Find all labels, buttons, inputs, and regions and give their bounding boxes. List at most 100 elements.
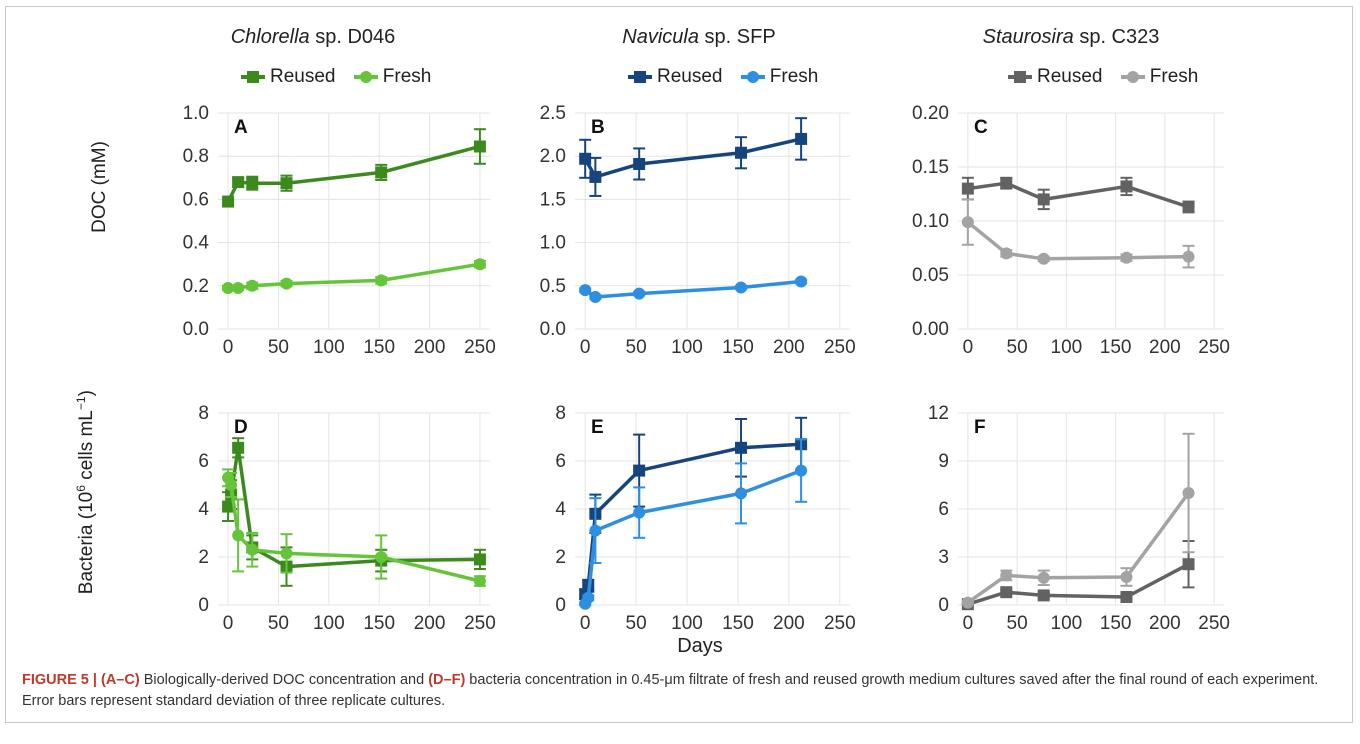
y-tick-label: 6: [938, 499, 949, 520]
y-tick-label: 6: [555, 451, 566, 472]
data-point: [1037, 589, 1050, 602]
x-tick-label: 0: [223, 337, 234, 358]
legend-reused: Reused: [240, 66, 336, 88]
x-tick-label: 250: [1198, 337, 1230, 358]
data-point: [473, 140, 486, 153]
y-tick-label: 0: [198, 595, 209, 616]
data-point: [1120, 571, 1133, 583]
title-navicula: Navicula sp. SFP: [622, 26, 776, 48]
x-tick-label: 150: [722, 613, 754, 634]
data-point: [232, 529, 245, 542]
data-point: [280, 547, 293, 560]
x-tick-label: 50: [268, 613, 289, 634]
circle-marker-icon: [740, 71, 765, 83]
x-tick-label: 250: [824, 613, 856, 634]
legend-reused: Reused: [627, 66, 723, 88]
panel-label: B: [591, 117, 605, 138]
x-tick-label: 0: [963, 337, 974, 358]
series-line: [226, 144, 481, 203]
legend-fresh: Fresh: [353, 66, 431, 88]
data-point: [579, 284, 592, 297]
y-tick-label: 0.00: [912, 319, 949, 340]
panel-label: D: [234, 417, 248, 438]
x-tick-label: 250: [464, 337, 496, 358]
legend-navicula: Reused Fresh: [627, 66, 830, 90]
series-line: [583, 137, 802, 179]
x-tick-label: 200: [1149, 613, 1181, 634]
figure-frame: [5, 6, 1353, 723]
figure-caption: FIGURE 5 | (A–C) Biologically-derived DO…: [22, 672, 1319, 709]
y-tick-label: 8: [555, 403, 566, 424]
x-tick-label: 150: [722, 337, 754, 358]
x-tick-label: 0: [580, 337, 591, 358]
y-tick-label: 2: [198, 547, 209, 568]
y-tick-label: 0.5: [540, 276, 566, 297]
y-tick-label: 0: [938, 595, 949, 616]
data-point: [473, 575, 486, 587]
y-tick-label: 0.0: [540, 319, 566, 340]
data-point: [246, 177, 259, 190]
x-tick-label: 0: [963, 613, 974, 634]
y-tick-label: 8: [198, 403, 209, 424]
y-tick-label: 1.0: [540, 233, 566, 254]
y-tick-label: 0.4: [183, 233, 210, 254]
legend-chlorella: Reused Fresh: [240, 66, 443, 90]
data-point: [473, 553, 486, 566]
legend-fresh: Fresh: [740, 66, 818, 88]
data-point: [1000, 247, 1013, 260]
x-tick-label: 250: [824, 337, 856, 358]
x-tick-label: 50: [626, 613, 647, 634]
y-tick-label: 0.6: [183, 189, 209, 210]
x-tick-label: 250: [464, 613, 496, 634]
y-tick-label: 0.0: [183, 319, 209, 340]
data-point: [232, 281, 245, 294]
square-marker-icon: [628, 71, 652, 83]
data-point: [961, 216, 974, 229]
data-point: [633, 506, 646, 519]
y-tick-label: 1.5: [540, 189, 566, 210]
series-line: [583, 442, 802, 595]
series-line: [228, 262, 481, 290]
x-tick-label: 0: [223, 613, 234, 634]
data-point: [735, 146, 748, 159]
y-tick-label: 4: [198, 499, 209, 520]
data-point: [795, 275, 808, 288]
data-point: [795, 132, 808, 145]
data-point: [735, 487, 748, 500]
y-tick-label: 9: [938, 451, 949, 472]
legend-fresh: Fresh: [1120, 66, 1198, 88]
y-tick-label: 2.5: [540, 103, 566, 124]
x-tick-label: 50: [626, 337, 647, 358]
y-tick-label: 0.20: [912, 103, 949, 124]
y-tick-label: 3: [938, 547, 949, 568]
x-tick-label: 200: [773, 613, 805, 634]
data-point: [1120, 591, 1133, 603]
data-point: [232, 176, 245, 189]
y-tick-label: 4: [555, 499, 566, 520]
x-tick-label: 0: [580, 613, 591, 634]
x-tick-label: 250: [1198, 613, 1230, 634]
series-line: [584, 279, 802, 299]
data-point: [280, 177, 293, 190]
data-point: [232, 441, 245, 454]
data-point: [1000, 586, 1013, 599]
panel-label: E: [591, 417, 604, 438]
square-marker-icon: [241, 71, 265, 83]
y-tick-label: 0: [555, 595, 566, 616]
xlabel-days: Days: [677, 635, 723, 657]
legend-staurosira: Reused Fresh: [1007, 66, 1210, 90]
data-point: [222, 281, 235, 294]
y-tick-label: 0.15: [912, 157, 949, 178]
square-marker-icon: [1008, 71, 1032, 83]
data-point: [1182, 487, 1195, 499]
data-point: [246, 543, 259, 556]
panel-label: F: [974, 417, 986, 438]
x-tick-label: 100: [313, 337, 345, 358]
x-tick-label: 200: [414, 337, 446, 358]
title-chlorella: Chlorella sp. D046: [230, 26, 396, 48]
data-point: [246, 279, 259, 292]
x-tick-label: 100: [671, 613, 703, 634]
x-tick-label: 100: [313, 613, 345, 634]
x-tick-label: 150: [363, 613, 395, 634]
circle-marker-icon: [353, 71, 378, 83]
